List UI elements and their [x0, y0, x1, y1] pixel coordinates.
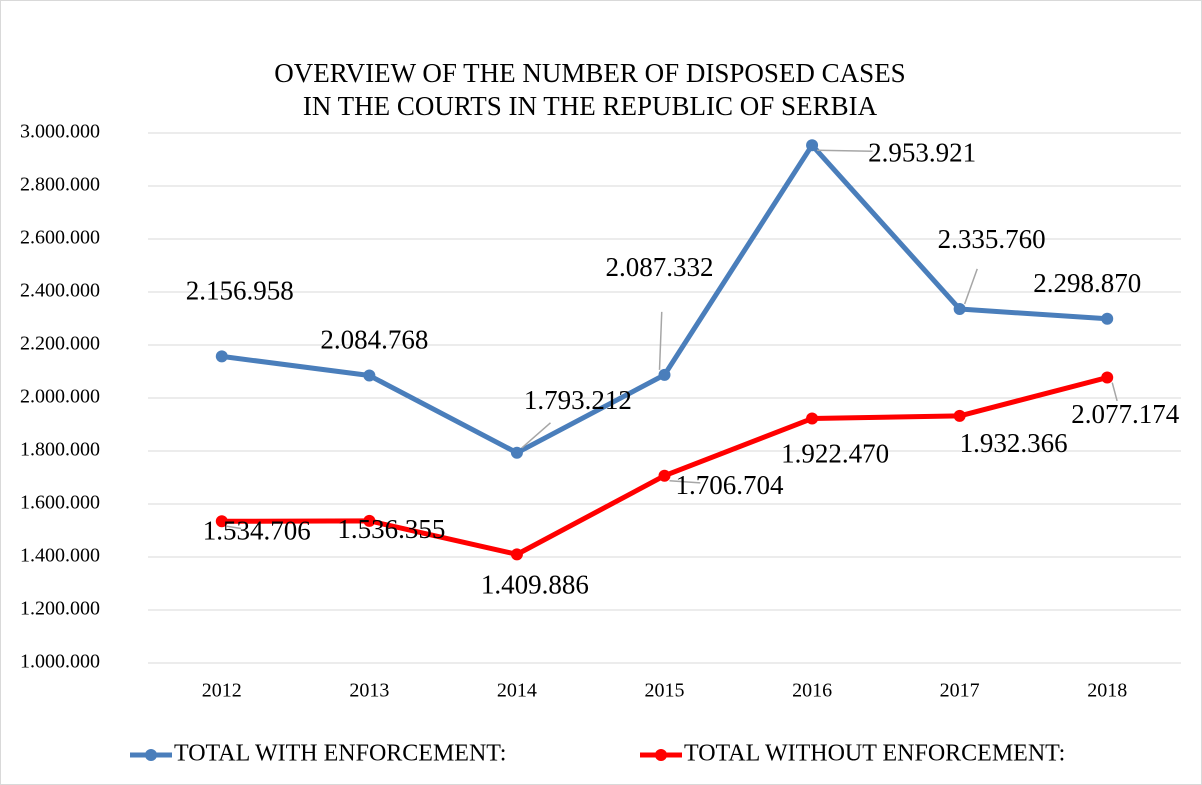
data-label: 2.335.760 [938, 224, 1046, 254]
legend-label: TOTAL WITH ENFORCEMENT: [174, 741, 506, 767]
x-tick-label: 2013 [349, 680, 389, 702]
leader-line [226, 525, 242, 530]
chart-title: IN THE COURTS IN THE REPUBLIC OF SERBIA [303, 91, 878, 121]
point [658, 469, 671, 482]
x-tick-label: 2017 [940, 680, 980, 702]
point [1101, 312, 1114, 325]
x-tick-label: 2016 [792, 680, 832, 702]
data-label: 2.084.768 [320, 325, 428, 355]
y-tick-label: 1.400.000 [20, 545, 100, 567]
y-tick-label: 3.000.000 [20, 121, 100, 143]
y-tick-label: 1.800.000 [20, 439, 100, 461]
point [658, 368, 671, 381]
point [363, 514, 376, 527]
leader-line [963, 268, 978, 305]
x-tick-label: 2012 [202, 680, 242, 702]
data-label: 2.953.921 [868, 137, 976, 167]
data-label: 1.534.706 [203, 516, 311, 546]
data-label: 2.087.332 [606, 252, 714, 282]
y-tick-label: 2.800.000 [20, 174, 100, 196]
leader-line [1111, 382, 1118, 402]
legend-label: TOTAL WITHOUT ENFORCEMENT: [684, 741, 1065, 767]
y-tick-label: 2.000.000 [20, 386, 100, 408]
data-label: 2.077.174 [1071, 399, 1180, 429]
y-tick-label: 1.600.000 [20, 492, 100, 514]
point [806, 139, 819, 152]
legend-marker [145, 749, 157, 761]
point [363, 369, 376, 382]
point [953, 303, 966, 316]
y-tick-label: 2.600.000 [20, 227, 100, 249]
leader-line [521, 422, 551, 449]
data-label: 1.932.366 [960, 428, 1068, 458]
chart-title: OVERVIEW OF THE NUMBER OF DISPOSED CASES [274, 58, 905, 88]
y-tick-label: 1.200.000 [20, 598, 100, 620]
point [215, 515, 228, 528]
x-tick-label: 2014 [497, 680, 537, 702]
point [806, 412, 819, 425]
point [510, 446, 523, 459]
legend-marker [655, 749, 667, 761]
data-label: 2.156.958 [186, 276, 294, 306]
point [510, 548, 523, 561]
point [953, 409, 966, 422]
leader-line [817, 149, 873, 152]
x-tick-label: 2018 [1087, 680, 1127, 702]
leader-line [658, 311, 663, 370]
leader-line [669, 479, 701, 484]
y-tick-label: 2.400.000 [20, 280, 100, 302]
y-tick-label: 1.000.000 [20, 651, 100, 673]
point [1101, 371, 1114, 384]
data-label: 1.409.886 [481, 570, 589, 600]
data-label: 1.922.470 [781, 439, 889, 469]
data-label: 1.793.212 [524, 385, 632, 415]
x-tick-label: 2015 [645, 680, 685, 702]
y-tick-label: 2.200.000 [20, 333, 100, 355]
data-label: 1.536.355 [337, 514, 445, 544]
point [215, 350, 228, 363]
data-label: 2.298.870 [1033, 268, 1141, 298]
data-label: 1.706.704 [676, 470, 785, 500]
